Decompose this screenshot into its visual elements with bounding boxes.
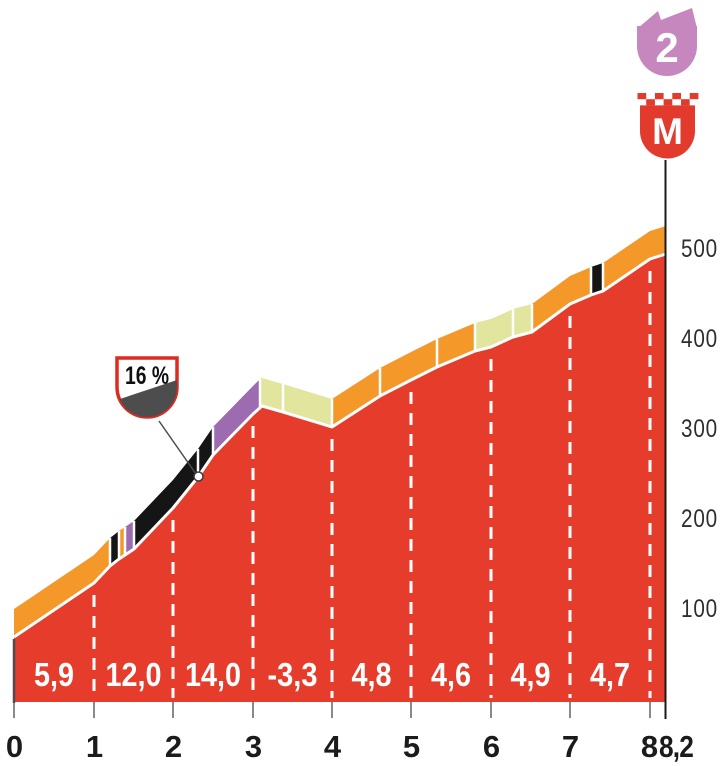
band-segment [591,263,603,295]
y-tick-label: 300 [681,415,718,443]
category-badge-label: 2 [655,24,678,71]
x-tick-label: 7 [562,729,578,764]
band-segment [283,384,332,427]
band-segment [110,531,119,566]
x-tick-label: 5 [403,729,420,764]
finish-badge: M [637,93,699,159]
gradient-label: 14,0 [185,656,241,693]
km-gridlines [92,271,652,698]
finish-badge-label: M [652,111,683,152]
band-segment [213,379,260,455]
gradient-label: 4,8 [352,656,392,693]
x-tick-label: 1 [86,729,103,764]
y-axis-labels: 500 400 300 200 100 [681,235,718,623]
checker-square [646,99,655,106]
x-tick-label: 2 [165,729,181,764]
max-gradient-label: 16 % [125,362,169,390]
category-badge-body [637,26,697,76]
gradient-label: 4,9 [511,656,551,693]
finish-badge-body [640,105,695,159]
band-separators [108,263,605,567]
checker-square [637,93,647,100]
max-gradient-callout: 16 % [115,356,204,482]
gradient-label: 12,0 [106,656,162,693]
finish-badge-checkers [637,93,699,159]
band-segment [198,427,213,477]
category-badge-ribbon [638,8,697,28]
max-gradient-point [193,471,204,482]
band-segment [437,323,475,367]
x-axis-labels: 0 1 2 3 4 5 6 7 8 8,2 [6,729,694,764]
checker-square [672,93,681,100]
x-tick-label: 8 [641,729,658,764]
x-tick-label: 8,2 [659,729,693,764]
band-segment [380,339,437,396]
gradient-label: -3,3 [268,656,318,693]
x-tick-label: 6 [483,729,500,764]
band-segment [260,378,283,412]
y-tick-label: 200 [681,505,718,533]
y-tick-label: 100 [681,595,718,623]
band-segment [603,226,666,291]
band-segment [513,304,532,337]
gradient-band-purple [125,379,260,555]
band-segment [134,449,198,549]
checker-square [654,93,664,100]
band-segment [125,521,134,555]
checker-square [689,93,699,100]
gradient-label: 4,6 [431,656,471,693]
x-tick-label: 4 [324,729,342,764]
checker-square [681,99,690,106]
band-segment [14,538,110,637]
gradient-label: 4,7 [590,656,630,693]
gradient-labels: 5,9 12,0 14,0 -3,3 4,8 4,6 4,9 4,7 [34,656,630,693]
y-tick-label: 500 [681,235,718,263]
x-tick-label: 3 [245,729,262,764]
profile-area [14,254,666,702]
x-tick-label: 0 [6,729,22,764]
category-badge: 2 [637,8,697,76]
y-tick-label: 400 [681,325,718,353]
gradient-band-orange [14,226,666,637]
gradient-band-black [110,263,603,566]
gradient-label: 5,9 [34,656,74,693]
callout-pointer-line [158,420,197,475]
band-segment [119,527,125,559]
band-segment [332,368,380,427]
band-segment [532,267,591,332]
x-axis-ticks [12,639,651,718]
checker-square [663,99,673,106]
